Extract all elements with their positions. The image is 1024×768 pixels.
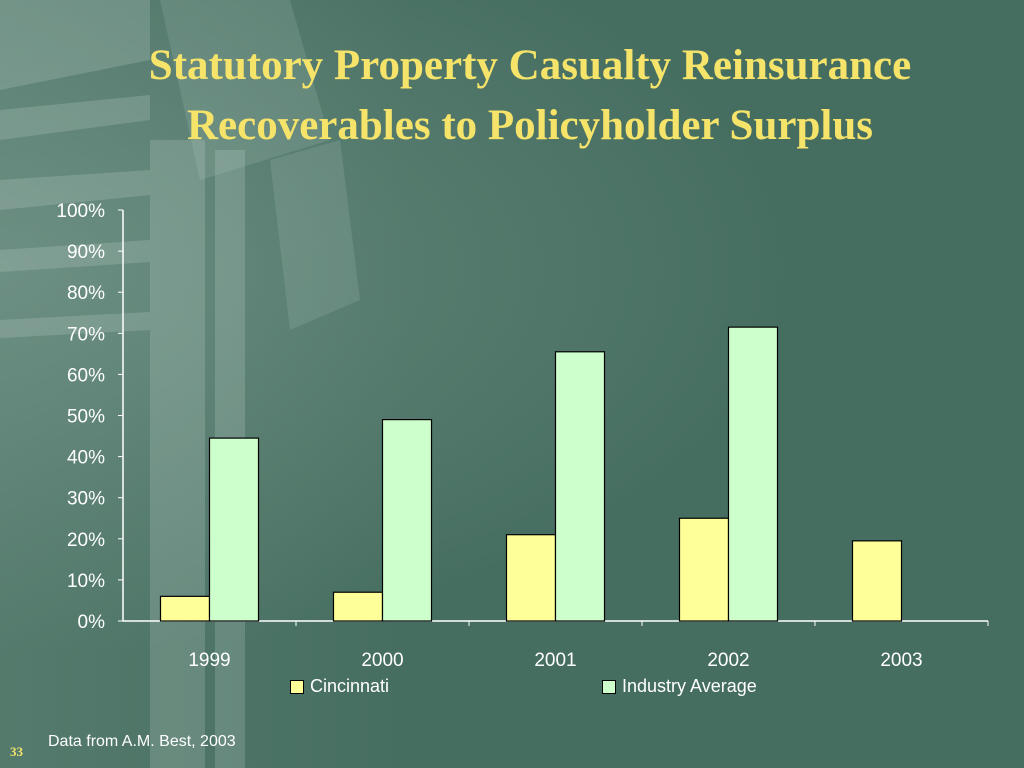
title-line-1: Statutory Property Casualty Reinsurance [148,42,912,89]
bar-industry-average-2002 [727,326,779,622]
y-tick-label: 50% [67,407,105,428]
y-tick-label: 90% [67,242,105,263]
x-tick-label: 2003 [880,650,922,671]
title-line-2: Recoverables to Policyholder Surplus [187,102,873,149]
x-tick-label: 2000 [361,650,403,671]
legend-swatch-industry-average [602,679,616,694]
slide-title: Statutory Property Casualty Reinsurance … [30,36,1024,156]
y-tick-label: 30% [67,489,105,510]
bar-industry-average-1999 [208,437,260,622]
y-tick-label: 60% [67,365,105,386]
source-note: Data from A.M. Best, 2003 [48,733,236,750]
y-tick-label: 0% [78,612,106,633]
y-tick-label: 20% [67,530,105,551]
legend-item-cincinnati: Cincinnati [290,676,389,697]
bar-cincinnati-2002 [678,517,730,622]
legend-swatch-cincinnati [290,679,304,694]
bar-industry-average-2000 [381,419,433,622]
x-tick-label: 2001 [534,650,576,671]
y-tick-label: 100% [56,201,105,222]
bar-cincinnati-2001 [505,534,557,622]
y-tick-label: 40% [67,448,105,469]
legend-label-industry-average: Industry Average [622,676,757,696]
x-tick-label: 2002 [707,650,749,671]
y-tick-label: 70% [67,324,105,345]
bar-cincinnati-1999 [159,595,211,622]
bar-cincinnati-2003 [851,540,903,622]
y-tick-label: 80% [67,283,105,304]
chart-legend: Cincinnati Industry Average [0,676,1024,700]
bar-industry-average-2001 [554,351,606,622]
bar-cincinnati-2000 [332,591,384,622]
legend-item-industry-average: Industry Average [602,676,757,697]
page-number: 33 [10,744,23,759]
x-tick-label: 1999 [188,650,230,671]
legend-label-cincinnati: Cincinnati [310,676,390,696]
y-tick-label: 10% [67,571,105,592]
